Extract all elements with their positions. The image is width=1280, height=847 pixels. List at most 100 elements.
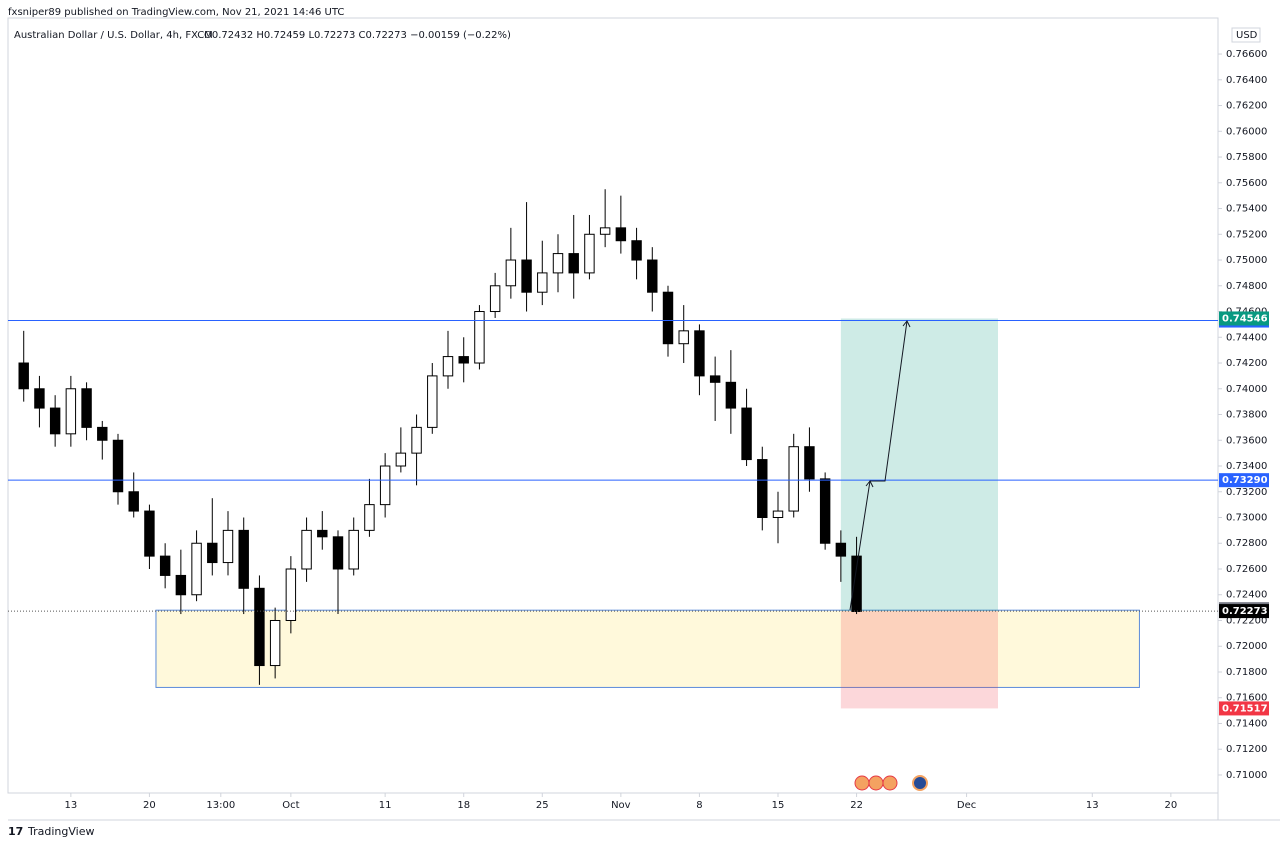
- candle-body: [191, 542, 202, 596]
- y-tick-label: 0.72600: [1226, 564, 1267, 575]
- candle-body: [97, 426, 108, 441]
- candle-body: [348, 529, 359, 570]
- price-badge: [1219, 473, 1269, 488]
- price-badge: [1219, 311, 1269, 326]
- y-tick-label: 0.73400: [1226, 461, 1267, 472]
- candle-body: [128, 491, 139, 512]
- footer-logo: TradingView: [27, 825, 94, 838]
- candle-body: [584, 233, 595, 274]
- candle-body: [552, 253, 564, 274]
- price-badge-label: 0.72273: [1222, 606, 1268, 617]
- x-tick-label: 20: [1164, 800, 1177, 811]
- candle-body: [175, 574, 187, 596]
- price-badge: [1219, 701, 1269, 716]
- chart-title: Australian Dollar / U.S. Dollar, 4h, FXC…: [14, 30, 213, 41]
- y-tick-label: 0.76600: [1226, 49, 1267, 60]
- y-tick-label: 0.76400: [1226, 75, 1267, 86]
- event-icons: [854, 775, 928, 791]
- candle-body: [694, 330, 705, 377]
- x-tick-label: 13: [1086, 800, 1099, 811]
- candle-body: [379, 465, 391, 506]
- candle-body: [772, 510, 784, 519]
- y-tick-label: 0.75400: [1226, 204, 1267, 215]
- y-tick-label: 0.75000: [1226, 255, 1267, 266]
- y-tick-label: 0.73800: [1226, 410, 1267, 421]
- y-tick-label: 0.75800: [1226, 152, 1267, 163]
- logo-mark: 𝟭𝟳: [8, 825, 23, 838]
- y-tick-label: 0.75200: [1226, 229, 1267, 240]
- event-icon: [854, 775, 870, 791]
- y-tick-label: 0.71200: [1226, 744, 1267, 755]
- candle-body: [709, 375, 721, 383]
- x-tick-label: 13: [64, 800, 77, 811]
- x-tick-label: 25: [536, 800, 549, 811]
- candle-body: [835, 542, 847, 557]
- candle-body: [34, 388, 45, 409]
- overlays: [8, 320, 1218, 612]
- legend-values: O0.72432 H0.72459 L0.72273 C0.72273 −0.0…: [204, 30, 511, 41]
- x-tick-label: Dec: [957, 800, 976, 811]
- currency: USD: [1236, 30, 1258, 41]
- y-tick-label: 0.73600: [1226, 435, 1267, 446]
- candle-body: [238, 529, 249, 589]
- y-tick-label: 0.71800: [1226, 667, 1267, 678]
- candle-body: [427, 375, 438, 428]
- candle-body: [489, 285, 501, 313]
- candle-body: [442, 356, 454, 377]
- x-tick-label: 8: [696, 800, 702, 811]
- x-tick-label: 20: [143, 800, 156, 811]
- candle-body: [851, 555, 862, 612]
- header: fxsniper89 published on TradingView.com,…: [8, 7, 344, 18]
- event-icon: [882, 775, 898, 791]
- x-tick-label: 22: [850, 800, 863, 811]
- arrow-head: [865, 480, 874, 488]
- x-tick-label: 11: [379, 800, 392, 811]
- y-tick-label: 0.71400: [1226, 718, 1267, 729]
- candle-body: [804, 446, 815, 480]
- y-tick-label: 0.72400: [1226, 590, 1267, 601]
- target-area: [840, 318, 998, 612]
- x-tick-label: Nov: [611, 800, 631, 811]
- candle-body: [395, 452, 407, 467]
- candles: [18, 189, 862, 685]
- candle-body: [144, 510, 155, 557]
- drawings: [155, 318, 1140, 709]
- candle-body: [788, 446, 799, 512]
- y-tick-label: 0.74200: [1226, 358, 1267, 369]
- candle-body: [678, 330, 689, 345]
- candle-body: [18, 362, 29, 390]
- candle-body: [599, 227, 611, 235]
- candle-body: [317, 529, 328, 538]
- price-badge-label: 0.73290: [1222, 475, 1268, 486]
- candle-body: [505, 259, 517, 287]
- candle-body: [741, 407, 752, 461]
- y-tick-label: 0.74800: [1226, 281, 1267, 292]
- y-tick-label: 0.71600: [1226, 693, 1267, 704]
- candle-body: [81, 388, 92, 428]
- currency-box: [1231, 27, 1261, 43]
- candle-body: [537, 272, 548, 293]
- projection-arrow: [849, 320, 908, 611]
- stop-area: [840, 611, 998, 709]
- candle-body: [662, 291, 674, 345]
- y-tick-label: 0.76000: [1226, 126, 1267, 137]
- y-tick-label: 0.72200: [1226, 615, 1267, 626]
- y-tick-label: 0.76200: [1226, 101, 1267, 112]
- x-tick-label: Oct: [282, 800, 299, 811]
- candle-body: [222, 529, 234, 564]
- candle-body: [207, 542, 218, 564]
- price-badge-label: 0.71517: [1222, 703, 1268, 714]
- candle-body: [521, 259, 532, 293]
- y-tick-label: 0.71000: [1226, 770, 1267, 781]
- price-badge: [1219, 604, 1269, 619]
- event-icon: [868, 775, 884, 791]
- event-icon: [912, 775, 928, 791]
- candle-body: [159, 555, 171, 576]
- candle-body: [568, 253, 579, 274]
- arrow-head: [902, 320, 911, 328]
- candle-body: [112, 439, 124, 493]
- y-tick-label: 0.75600: [1226, 178, 1267, 189]
